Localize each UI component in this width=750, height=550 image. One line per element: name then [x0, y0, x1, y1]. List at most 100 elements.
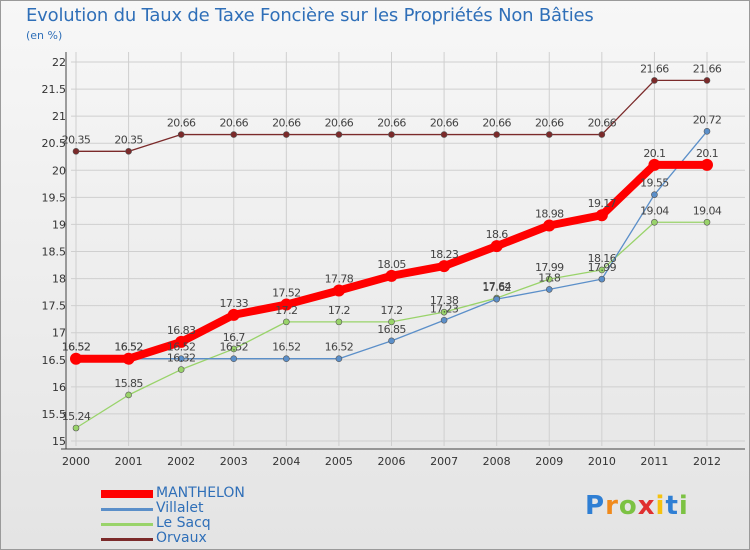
data-label: 17.62 — [482, 281, 511, 294]
data-point — [651, 77, 658, 84]
data-point — [438, 260, 451, 273]
data-label: 16.52 — [114, 341, 143, 354]
data-point — [545, 275, 553, 283]
logo-letter: P — [585, 491, 606, 521]
data-point — [595, 209, 608, 222]
data-point — [125, 148, 132, 155]
data-point — [230, 355, 238, 363]
data-point — [283, 355, 290, 363]
data-point — [493, 131, 500, 138]
data-point — [490, 240, 503, 253]
y-tick-label: 16.5 — [42, 354, 67, 367]
y-tick-label: 17 — [52, 327, 66, 340]
data-label: 18.23 — [430, 248, 459, 261]
y-tick-label: 19 — [52, 218, 66, 231]
series-layer — [70, 77, 713, 432]
legend-swatch-manthelon — [101, 490, 153, 498]
x-tick-label: 2010 — [588, 455, 616, 468]
data-label: 18.05 — [377, 258, 406, 271]
data-point — [543, 219, 556, 232]
y-tick-label: 20 — [52, 164, 66, 177]
x-tick-label: 2011 — [640, 455, 668, 468]
legend-swatch-orvaux — [101, 538, 153, 541]
data-label: 17.2 — [328, 304, 350, 317]
data-point — [651, 218, 658, 226]
data-point — [125, 391, 132, 399]
data-label: 20.66 — [377, 117, 406, 130]
legend-label-orvaux: Orvaux — [156, 530, 207, 546]
data-point — [703, 218, 711, 226]
data-label: 17.2 — [380, 304, 402, 317]
data-label: 19.55 — [640, 177, 669, 190]
data-point — [385, 269, 398, 282]
data-label: 20.35 — [62, 133, 91, 146]
data-label: 20.66 — [535, 117, 564, 130]
data-label: 17.78 — [325, 272, 354, 285]
proxiti-logo: Proxiti — [585, 491, 689, 521]
data-label-layer: 20.35 20.35 20.66 20.66 20.66 20.66 20.66 20.66… — [62, 62, 723, 423]
data-point — [177, 355, 185, 363]
data-label: 20.1 — [643, 147, 665, 160]
data-label: 17.33 — [220, 297, 249, 310]
data-label: 16.85 — [377, 323, 406, 336]
legend-swatch-villalet — [101, 508, 153, 511]
data-label: 18.98 — [535, 208, 564, 221]
data-label: 20.66 — [588, 117, 617, 130]
data-point — [703, 128, 711, 135]
data-point — [335, 131, 343, 138]
data-label: 18.16 — [588, 252, 617, 265]
data-label: 16.7 — [223, 331, 246, 344]
data-label: 17.99 — [588, 261, 617, 274]
data-point — [230, 345, 238, 353]
data-label: 20.66 — [482, 117, 511, 130]
data-label: 19.04 — [640, 204, 669, 217]
data-point — [175, 335, 188, 348]
data-label: 16.52 — [62, 341, 91, 354]
data-label: 21.66 — [693, 62, 722, 75]
x-tick-label: 2012 — [693, 455, 721, 468]
y-tick-label: 21 — [52, 110, 66, 123]
data-point — [332, 284, 345, 297]
data-point — [227, 308, 240, 321]
logo-letter: i — [655, 491, 666, 521]
legend-label-villalet: Villalet — [156, 500, 204, 516]
x-tick-label: 2005 — [325, 455, 353, 468]
data-label: 20.66 — [430, 117, 459, 130]
data-label: 19.04 — [693, 204, 722, 217]
data-label: 19.17 — [588, 197, 617, 210]
data-label: 21.66 — [640, 62, 669, 75]
y-tick-label: 16 — [52, 381, 66, 394]
data-label: 17.2 — [275, 304, 297, 317]
data-label: 20.66 — [167, 117, 196, 130]
data-label: 16.52 — [325, 341, 354, 354]
chart-subtitle: (en %) — [26, 29, 63, 42]
data-label: 16.52 — [272, 341, 301, 354]
data-point — [598, 131, 606, 138]
x-tick-label: 2009 — [535, 455, 563, 468]
data-label: 16.32 — [167, 352, 196, 365]
data-label: 15.24 — [62, 410, 91, 423]
data-label: 16.52 — [167, 341, 196, 354]
data-label: 17.8 — [538, 271, 561, 284]
y-tick-label: 15.5 — [42, 408, 67, 421]
y-tick-label: 15 — [52, 435, 66, 448]
y-tick-label: 19.5 — [42, 191, 67, 204]
data-point — [545, 286, 553, 293]
chart-title: Evolution du Taux de Taxe Foncière sur l… — [26, 5, 594, 26]
data-label: 18.6 — [486, 228, 509, 241]
data-point — [335, 355, 343, 363]
data-label: 16.52 — [114, 341, 143, 354]
logo-letter: x — [637, 491, 656, 521]
data-point — [440, 316, 448, 324]
logo-letter: i — [678, 491, 689, 521]
data-label: 20.66 — [272, 117, 301, 130]
data-point — [283, 131, 290, 138]
data-label: 17.38 — [430, 294, 459, 307]
axis-layer: 15 15.5 16 16.5 17 17.5 18 18.5 19 19.5 20 20.5 21 21… — [42, 52, 745, 468]
data-label: 17.23 — [430, 302, 459, 315]
data-point — [598, 275, 606, 283]
data-label: 20.66 — [325, 117, 354, 130]
data-point — [177, 366, 185, 373]
x-tick-label: 2003 — [220, 455, 248, 468]
